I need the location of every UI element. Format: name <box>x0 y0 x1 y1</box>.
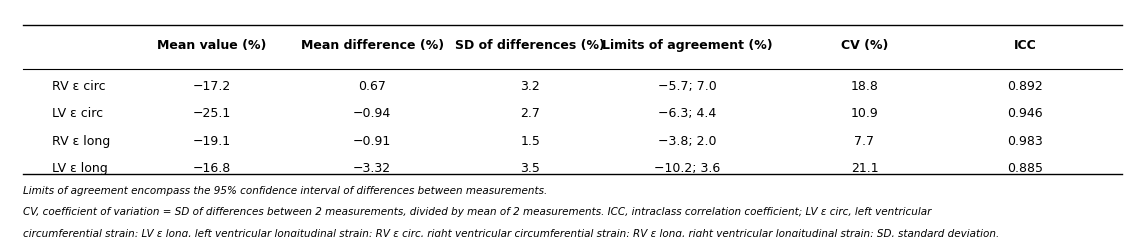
Text: RV ε circ: RV ε circ <box>52 80 105 93</box>
Text: −3.8; 2.0: −3.8; 2.0 <box>657 135 717 147</box>
Text: circumferential strain; LV ε long, left ventricular longitudinal strain; RV ε ci: circumferential strain; LV ε long, left … <box>23 229 1000 237</box>
Text: −0.94: −0.94 <box>353 107 392 120</box>
Text: 3.5: 3.5 <box>520 162 540 175</box>
Text: ICC: ICC <box>1013 39 1036 51</box>
Text: −6.3; 4.4: −6.3; 4.4 <box>658 107 716 120</box>
Text: 7.7: 7.7 <box>854 135 875 147</box>
Text: LV ε long: LV ε long <box>52 162 108 175</box>
Text: CV (%): CV (%) <box>840 39 889 51</box>
Text: 18.8: 18.8 <box>851 80 878 93</box>
Text: −3.32: −3.32 <box>353 162 392 175</box>
Text: −16.8: −16.8 <box>192 162 231 175</box>
Text: CV, coefficient of variation = SD of differences between 2 measurements, divided: CV, coefficient of variation = SD of dif… <box>23 207 931 217</box>
Text: 3.2: 3.2 <box>520 80 540 93</box>
Text: 21.1: 21.1 <box>851 162 878 175</box>
Text: 0.885: 0.885 <box>1006 162 1043 175</box>
Text: Mean value (%): Mean value (%) <box>157 39 267 51</box>
Text: SD of differences (%): SD of differences (%) <box>456 39 605 51</box>
Text: Limits of agreement (%): Limits of agreement (%) <box>601 39 773 51</box>
Text: −17.2: −17.2 <box>192 80 231 93</box>
Text: 1.5: 1.5 <box>520 135 540 147</box>
Text: 2.7: 2.7 <box>520 107 540 120</box>
Text: −25.1: −25.1 <box>192 107 231 120</box>
Text: LV ε circ: LV ε circ <box>52 107 103 120</box>
Text: 0.946: 0.946 <box>1006 107 1043 120</box>
Text: 10.9: 10.9 <box>851 107 878 120</box>
Text: −19.1: −19.1 <box>192 135 231 147</box>
Text: 0.892: 0.892 <box>1006 80 1043 93</box>
Text: 0.67: 0.67 <box>358 80 386 93</box>
Text: −0.91: −0.91 <box>353 135 392 147</box>
Text: Limits of agreement encompass the 95% confidence interval of differences between: Limits of agreement encompass the 95% co… <box>23 186 547 196</box>
Text: Mean difference (%): Mean difference (%) <box>300 39 444 51</box>
Text: −10.2; 3.6: −10.2; 3.6 <box>654 162 720 175</box>
Text: 0.983: 0.983 <box>1006 135 1043 147</box>
Text: −5.7; 7.0: −5.7; 7.0 <box>657 80 717 93</box>
Text: RV ε long: RV ε long <box>52 135 110 147</box>
